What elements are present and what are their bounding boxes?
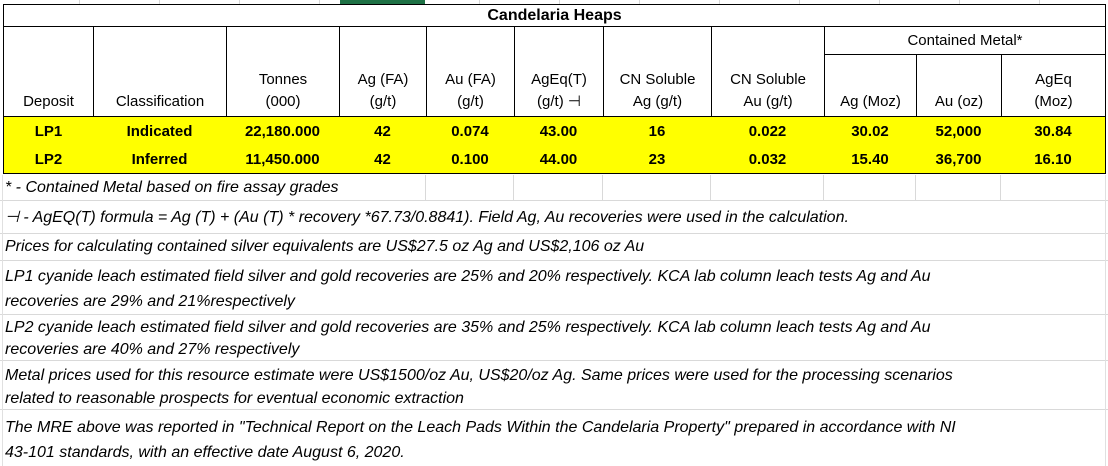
col-header-line: Deposit (23, 93, 74, 110)
col-header-line: CN Soluble (619, 71, 696, 88)
col-header-line: CN Soluble (730, 71, 806, 88)
table-data-rows: LP1 Indicated 22,180.000 42 0.074 43.00 … (3, 117, 1106, 174)
col-header-line: Ag (FA) (357, 71, 409, 88)
footnote-ageq-formula[interactable]: ⊣ - AgEQ(T) formula = Ag (T) + (Au (T) *… (0, 201, 1108, 234)
footnote-text: ⊣ - AgEQ(T) formula = Ag (T) + (Au (T) *… (5, 209, 849, 226)
table-title: Candelaria Heaps (3, 4, 1106, 27)
gridline (513, 175, 514, 200)
col-header-line: (000) (265, 93, 301, 110)
contained-metal-header[interactable]: Contained Metal* (824, 27, 1105, 55)
footnote-text: Prices for calculating contained silver … (5, 238, 645, 255)
cell-lp1-au-fa[interactable]: 0.074 (451, 122, 489, 140)
col-header-ag-moz[interactable]: Ag (Moz) (824, 55, 916, 116)
col-header-ageq-t[interactable]: AgEq(T) (g/t) ⊣ (514, 27, 603, 116)
footnote-text: 43-101 standards, with an effective date… (5, 444, 405, 461)
col-header-line: (g/t) (369, 93, 397, 110)
cell-lp2-au-fa[interactable]: 0.100 (451, 150, 489, 168)
cell-lp1-ag-fa[interactable]: 42 (374, 122, 391, 140)
col-header-au-oz[interactable]: Au (oz) (916, 55, 1001, 116)
col-header-cn-soluble-au[interactable]: CN Soluble Au (g/t) (711, 27, 824, 116)
footnote-silver-equivalent-prices[interactable]: Prices for calculating contained silver … (0, 234, 1108, 261)
gridline (823, 175, 824, 200)
footnote-text: * - Contained Metal based on fire assay … (5, 178, 339, 196)
footnote-text: The MRE above was reported in "Technical… (5, 419, 956, 436)
footnote-text: LP2 cyanide leach estimated field silver… (5, 319, 931, 336)
col-header-line: (Moz) (1034, 93, 1073, 110)
col-header-line: Au (oz) (934, 93, 984, 110)
cell-lp2-ag-moz[interactable]: 15.40 (851, 150, 889, 168)
cell-lp1-deposit[interactable]: LP1 (34, 122, 63, 140)
col-header-line: Tonnes (258, 71, 308, 88)
cell-lp2-cn-ag[interactable]: 23 (648, 150, 666, 168)
footnote-mre-report[interactable]: The MRE above was reported in "Technical… (0, 410, 1108, 466)
gridline (1000, 175, 1001, 200)
footnote-text: related to reasonable prospects for even… (5, 390, 464, 407)
green-cell-fragment (340, 0, 425, 4)
sheet-left-gridline (2, 175, 3, 466)
cell-lp2-tonnes[interactable]: 11,450.000 (245, 150, 320, 168)
cell-lp1-ageq-moz[interactable]: 30.84 (1034, 122, 1072, 140)
col-header-line: Classification (115, 93, 205, 110)
cell-lp2-ag-fa[interactable]: 42 (374, 150, 391, 168)
cell-lp1-au-oz[interactable]: 52,000 (935, 122, 982, 140)
col-header-line: Au (FA) (445, 71, 496, 88)
gridline (425, 175, 426, 200)
footnote-lp1-recoveries[interactable]: LP1 cyanide leach estimated field silver… (0, 261, 1108, 315)
col-header-cn-soluble-ag[interactable]: CN Soluble Ag (g/t) (603, 27, 711, 116)
col-header-classification[interactable]: Classification (93, 27, 226, 116)
sheet-right-gridline (1105, 175, 1106, 466)
col-header-au-fa[interactable]: Au (FA) (g/t) (426, 27, 514, 116)
col-header-ag-fa[interactable]: Ag (FA) (g/t) (339, 27, 426, 116)
col-header-line: Au (g/t) (743, 93, 793, 110)
col-header-line: Ag (Moz) (840, 93, 901, 110)
mre-table: Candelaria Heaps Deposit Classification … (3, 4, 1106, 174)
footnote-text: recoveries are 29% and 21%respectively (5, 293, 295, 310)
cell-lp1-ag-moz[interactable]: 30.02 (851, 122, 889, 140)
cell-lp2-au-oz[interactable]: 36,700 (935, 150, 982, 168)
gridline (710, 175, 711, 200)
col-header-line: (g/t) ⊣ (537, 93, 581, 110)
cell-lp2-deposit[interactable]: LP2 (34, 150, 63, 168)
col-header-line: AgEq(T) (531, 71, 587, 88)
cell-lp1-ageq-t[interactable]: 43.00 (539, 122, 578, 140)
cell-lp2-ageq-t[interactable]: 44.00 (539, 150, 578, 168)
gridline (915, 175, 916, 200)
col-header-line: AgEq (1035, 71, 1072, 88)
col-header-line: Ag (g/t) (632, 93, 683, 110)
footnote-contained-metal[interactable]: * - Contained Metal based on fire assay … (0, 175, 1108, 201)
footnotes: * - Contained Metal based on fire assay … (0, 175, 1108, 466)
cell-lp2-cn-au[interactable]: 0.032 (748, 150, 787, 168)
col-header-tonnes[interactable]: Tonnes (000) (226, 27, 339, 116)
col-header-deposit[interactable]: Deposit (4, 27, 93, 116)
cell-lp1-classification[interactable]: Indicated (126, 122, 193, 140)
cell-lp2-ageq-moz[interactable]: 16.10 (1034, 150, 1072, 168)
gridline (602, 175, 603, 200)
cell-lp1-cn-au[interactable]: 0.022 (748, 122, 787, 140)
footnote-lp2-recoveries[interactable]: LP2 cyanide leach estimated field silver… (0, 315, 1108, 361)
footnote-text: Metal prices used for this resource esti… (5, 367, 953, 384)
col-header-ageq-moz[interactable]: AgEq (Moz) (1001, 55, 1105, 116)
footnote-text: LP1 cyanide leach estimated field silver… (5, 268, 931, 285)
table-header: Deposit Classification Tonnes (000) Ag (… (3, 27, 1106, 117)
footnote-text: recoveries are 40% and 27% respectively (5, 341, 300, 358)
footnote-metal-prices[interactable]: Metal prices used for this resource esti… (0, 361, 1108, 410)
cell-lp2-classification[interactable]: Inferred (131, 150, 188, 168)
partial-row-above (0, 0, 1108, 4)
col-header-line: (g/t) (457, 93, 484, 110)
cell-lp1-cn-ag[interactable]: 16 (648, 122, 666, 140)
cell-lp1-tonnes[interactable]: 22,180.000 (244, 122, 321, 140)
